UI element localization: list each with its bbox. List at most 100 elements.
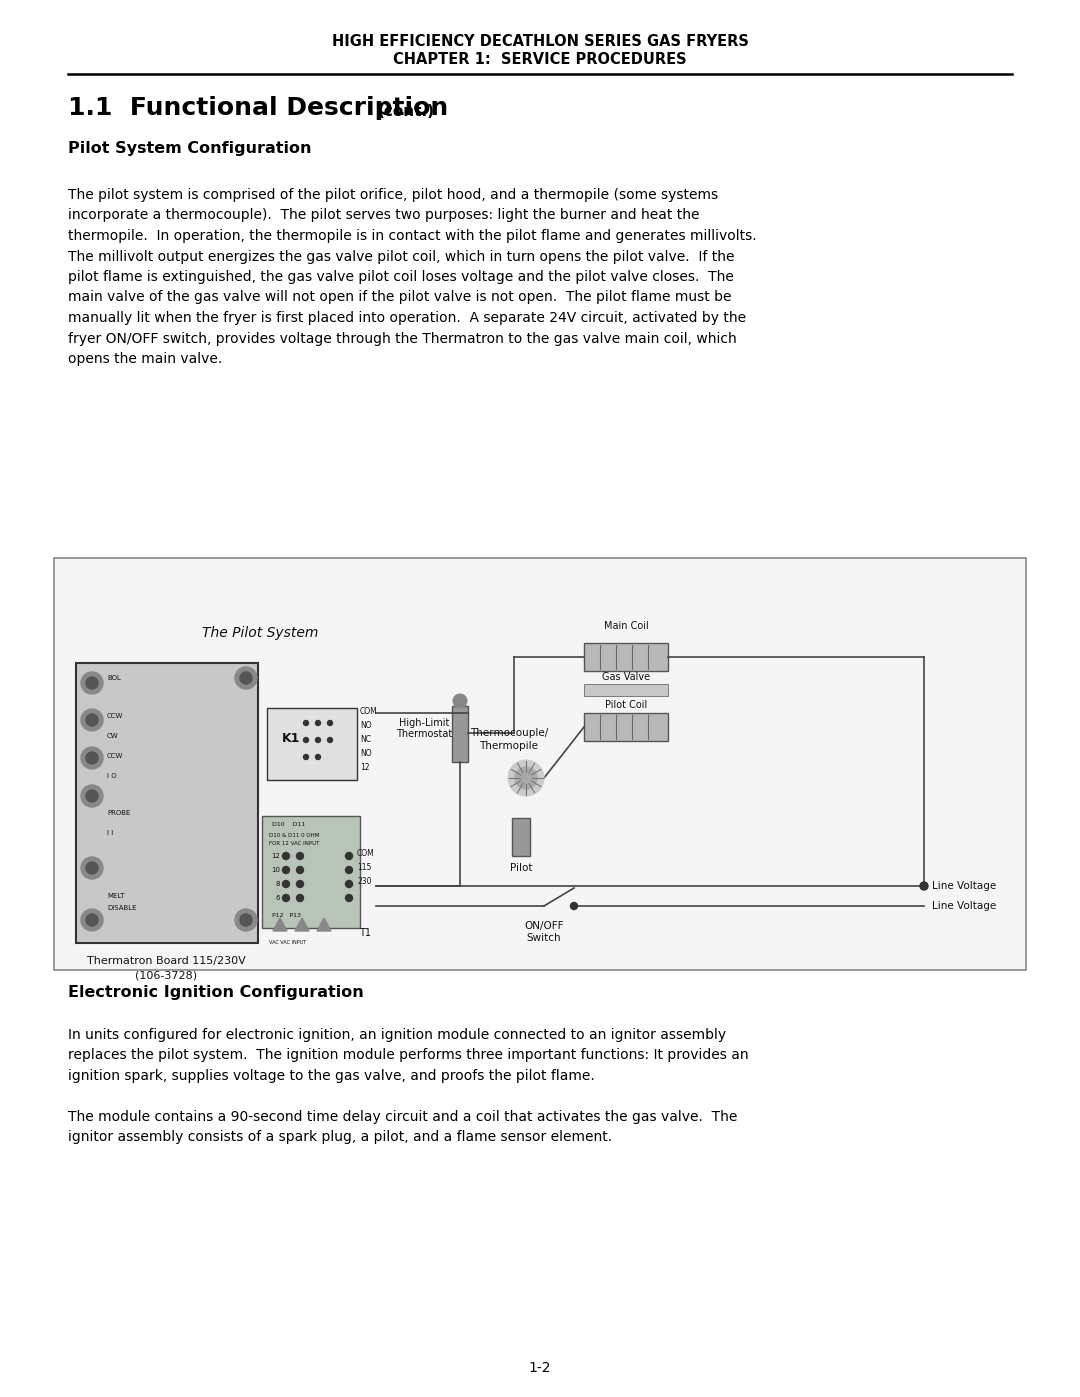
Circle shape <box>283 880 289 887</box>
Circle shape <box>346 880 352 887</box>
Circle shape <box>86 862 98 875</box>
Circle shape <box>86 914 98 926</box>
Text: Pilot System Configuration: Pilot System Configuration <box>68 141 311 155</box>
Circle shape <box>81 856 103 879</box>
Circle shape <box>283 866 289 873</box>
Text: P12   P13: P12 P13 <box>272 914 301 918</box>
Circle shape <box>81 710 103 731</box>
Circle shape <box>453 694 467 708</box>
Text: The millivolt output energizes the gas valve pilot coil, which in turn opens the: The millivolt output energizes the gas v… <box>68 250 734 264</box>
Text: 1-2: 1-2 <box>529 1361 551 1375</box>
Circle shape <box>303 738 309 742</box>
Circle shape <box>920 882 928 890</box>
Circle shape <box>303 721 309 725</box>
Circle shape <box>235 666 257 689</box>
Text: Thermatron Board 115/230V: Thermatron Board 115/230V <box>86 956 245 965</box>
Circle shape <box>297 852 303 859</box>
Text: HIGH EFFICIENCY DECATHLON SERIES GAS FRYERS: HIGH EFFICIENCY DECATHLON SERIES GAS FRY… <box>332 35 748 49</box>
Text: manually lit when the fryer is first placed into operation.  A separate 24V circ: manually lit when the fryer is first pla… <box>68 312 746 326</box>
Text: Line Voltage: Line Voltage <box>932 901 996 911</box>
Text: D10 & D11 0 OHM: D10 & D11 0 OHM <box>269 833 320 838</box>
Text: PROBE: PROBE <box>107 810 131 816</box>
Polygon shape <box>318 918 330 930</box>
Circle shape <box>515 767 537 789</box>
Bar <box>54 557 1026 970</box>
Text: 115: 115 <box>357 863 372 873</box>
Text: 10: 10 <box>271 868 280 873</box>
Circle shape <box>327 738 333 742</box>
Circle shape <box>86 752 98 764</box>
Text: COM: COM <box>360 707 378 715</box>
Circle shape <box>315 721 321 725</box>
Circle shape <box>346 894 352 901</box>
Text: FOR 12 VAC INPUT: FOR 12 VAC INPUT <box>269 841 320 847</box>
Bar <box>262 816 360 928</box>
Circle shape <box>86 714 98 726</box>
Text: The Pilot System: The Pilot System <box>202 626 319 640</box>
Text: K1: K1 <box>282 732 300 745</box>
Text: I O: I O <box>107 773 117 780</box>
Text: I I: I I <box>107 830 113 835</box>
Circle shape <box>240 672 252 685</box>
Circle shape <box>297 880 303 887</box>
Text: (106-3728): (106-3728) <box>135 970 197 981</box>
Circle shape <box>81 747 103 768</box>
Text: BOL: BOL <box>107 675 121 680</box>
Circle shape <box>81 909 103 930</box>
Text: fryer ON/OFF switch, provides voltage through the Thermatron to the gas valve ma: fryer ON/OFF switch, provides voltage th… <box>68 331 737 345</box>
Circle shape <box>346 852 352 859</box>
Polygon shape <box>273 918 287 930</box>
Circle shape <box>303 754 309 760</box>
Bar <box>584 643 669 671</box>
Text: 12: 12 <box>360 763 369 771</box>
Circle shape <box>81 672 103 694</box>
Text: pilot flame is extinguished, the gas valve pilot coil loses voltage and the pilo: pilot flame is extinguished, the gas val… <box>68 270 734 284</box>
Text: ignitor assembly consists of a spark plug, a pilot, and a flame sensor element.: ignitor assembly consists of a spark plu… <box>68 1130 612 1144</box>
Circle shape <box>297 894 303 901</box>
Text: CHAPTER 1:  SERVICE PROCEDURES: CHAPTER 1: SERVICE PROCEDURES <box>393 53 687 67</box>
Text: In units configured for electronic ignition, an ignition module connected to an : In units configured for electronic ignit… <box>68 1028 726 1042</box>
Circle shape <box>327 721 333 725</box>
Circle shape <box>508 760 544 796</box>
Text: Pilot: Pilot <box>510 863 532 873</box>
Text: NO: NO <box>360 721 372 729</box>
Circle shape <box>240 914 252 926</box>
Text: The pilot system is comprised of the pilot orifice, pilot hood, and a thermopile: The pilot system is comprised of the pil… <box>68 189 718 203</box>
Text: VAC VAC INPUT: VAC VAC INPUT <box>269 940 306 944</box>
Text: Thermopile: Thermopile <box>480 740 539 752</box>
Bar <box>453 705 468 761</box>
Text: 230: 230 <box>357 877 372 887</box>
Bar <box>512 819 530 856</box>
Circle shape <box>315 738 321 742</box>
Bar <box>584 685 669 696</box>
Text: CCW: CCW <box>107 753 123 759</box>
Circle shape <box>297 866 303 873</box>
Text: CW: CW <box>107 733 119 739</box>
Circle shape <box>315 754 321 760</box>
Text: NC: NC <box>360 735 372 743</box>
Circle shape <box>283 852 289 859</box>
Text: Line Voltage: Line Voltage <box>932 882 996 891</box>
Text: 1.1  Functional Description: 1.1 Functional Description <box>68 96 448 120</box>
Circle shape <box>86 678 98 689</box>
Text: Electronic Ignition Configuration: Electronic Ignition Configuration <box>68 985 364 1000</box>
Text: Main Coil: Main Coil <box>604 622 648 631</box>
Bar <box>584 712 669 740</box>
Polygon shape <box>295 918 309 930</box>
Text: The module contains a 90-second time delay circuit and a coil that activates the: The module contains a 90-second time del… <box>68 1111 738 1125</box>
Text: CCW: CCW <box>107 712 123 719</box>
Circle shape <box>346 866 352 873</box>
Text: Pilot Coil: Pilot Coil <box>605 700 647 710</box>
Text: replaces the pilot system.  The ignition module performs three important functio: replaces the pilot system. The ignition … <box>68 1049 748 1063</box>
Text: opens the main valve.: opens the main valve. <box>68 352 222 366</box>
Bar <box>267 708 357 780</box>
Circle shape <box>570 902 578 909</box>
Text: incorporate a thermocouple).  The pilot serves two purposes: light the burner an: incorporate a thermocouple). The pilot s… <box>68 208 700 222</box>
Circle shape <box>235 909 257 930</box>
Text: T1: T1 <box>359 928 372 937</box>
Text: ignition spark, supplies voltage to the gas valve, and proofs the pilot flame.: ignition spark, supplies voltage to the … <box>68 1069 595 1083</box>
Circle shape <box>283 894 289 901</box>
Text: COM: COM <box>357 849 375 859</box>
Text: 12: 12 <box>271 854 280 859</box>
Bar <box>76 664 258 943</box>
